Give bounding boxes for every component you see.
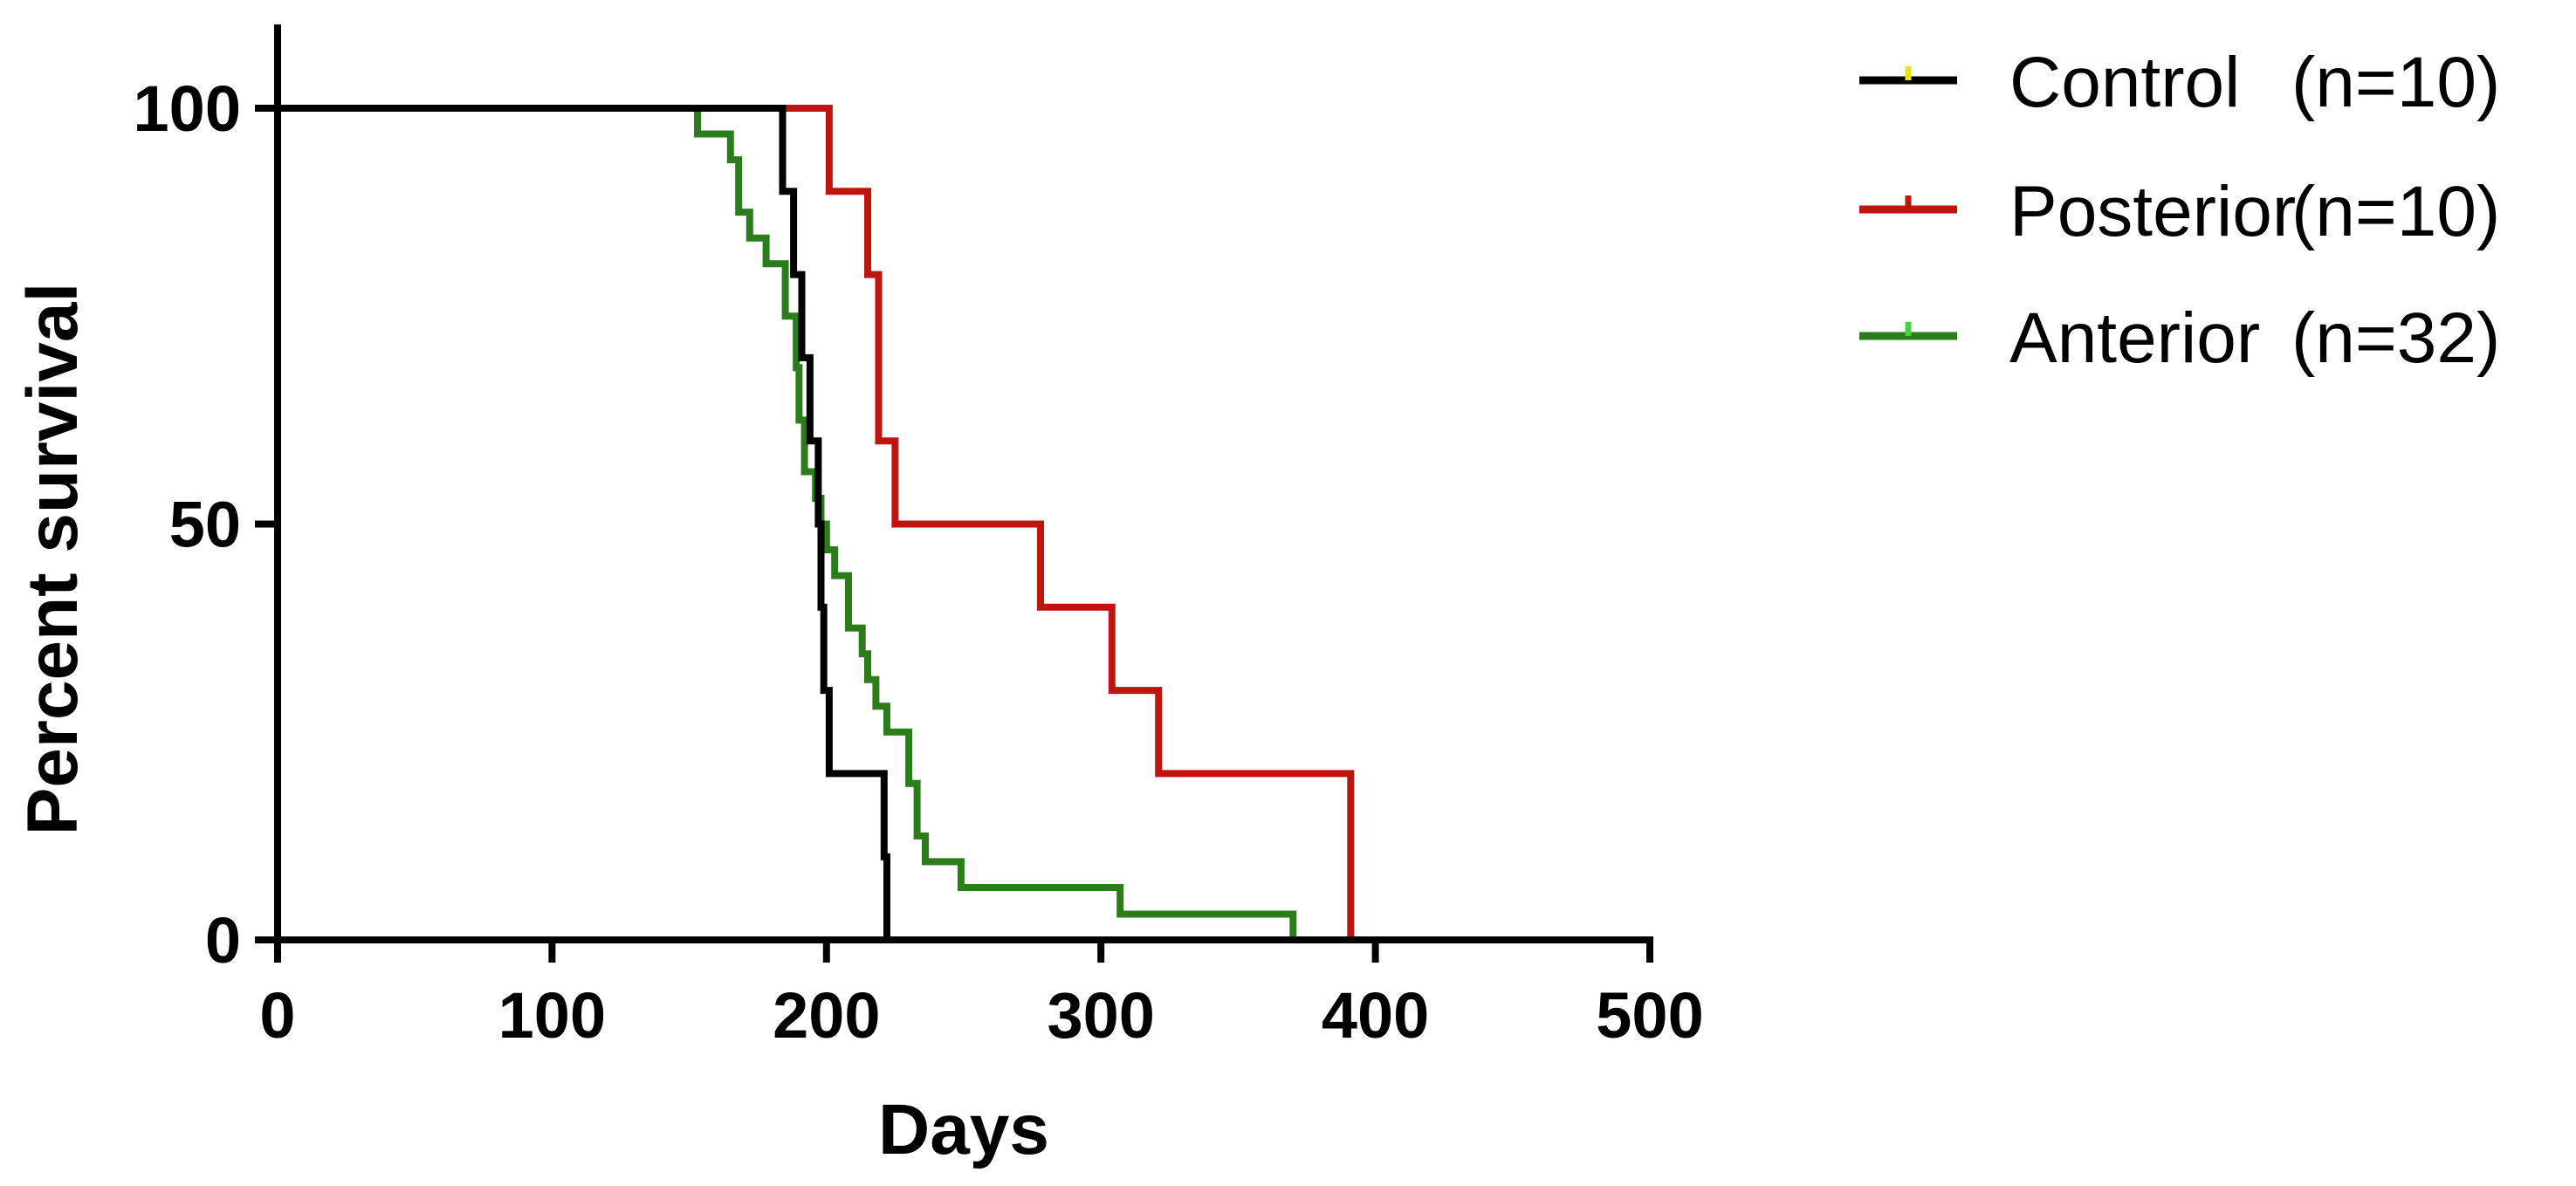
axes [274, 24, 1653, 943]
legend-label: Anterior [2009, 298, 2260, 378]
series-line-control [278, 105, 890, 940]
series-line-posterior [782, 105, 1355, 940]
legend-label: Posterior [2009, 172, 2296, 251]
x-tick-label: 100 [498, 979, 606, 1052]
y-tick-label: 0 [205, 904, 241, 977]
legend-label: Control [2009, 43, 2240, 122]
legend-item-control: Control (n=10) [1859, 43, 2500, 122]
series-layer [278, 105, 1355, 940]
y-axis-title: Percent survival [13, 283, 93, 836]
series-line-anterior [278, 105, 1297, 940]
x-tick-label: 500 [1596, 979, 1703, 1052]
y-tick-label: 50 [169, 489, 241, 561]
x-tick-label: 300 [1047, 979, 1154, 1052]
legend-item-posterior: Posterior(n=10) [1859, 172, 2500, 251]
x-tick-label: 400 [1322, 979, 1429, 1052]
legend-item-anterior: Anterior (n=32) [1859, 298, 2500, 378]
x-axis-title: Days [878, 1090, 1049, 1169]
legend-count: (n=32) [2291, 298, 2500, 378]
legend: Control (n=10)Posterior(n=10)Anterior (n=3… [1859, 43, 2500, 378]
x-tick-label: 200 [773, 979, 880, 1052]
ticks: 0 100 200 300 400 500 0 50 100 [134, 72, 1704, 1052]
x-tick-label: 0 [259, 979, 295, 1052]
legend-count: (n=10) [2291, 172, 2500, 251]
legend-count: (n=10) [2291, 43, 2500, 122]
y-tick-label: 100 [134, 72, 241, 145]
